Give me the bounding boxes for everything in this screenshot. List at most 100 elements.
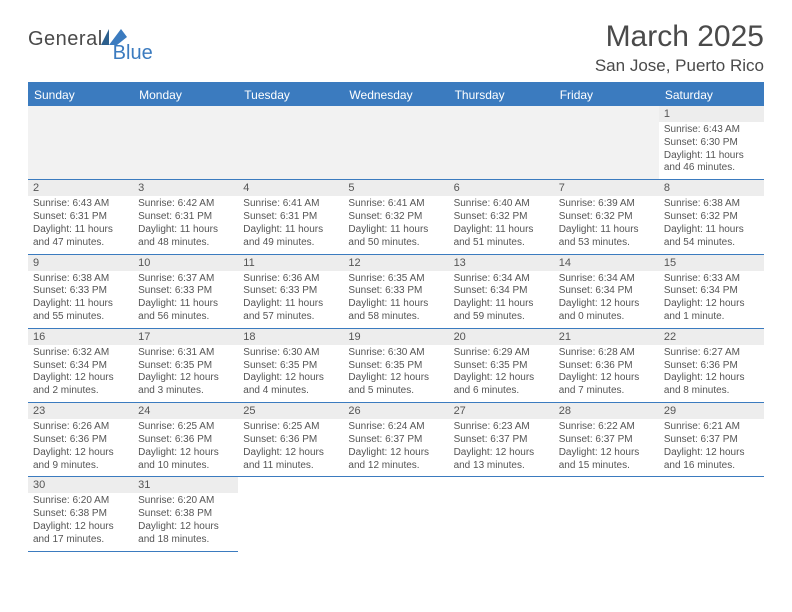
day-header: Wednesday bbox=[343, 84, 448, 106]
day-cell: 22Sunrise: 6:27 AMSunset: 6:36 PMDayligh… bbox=[659, 329, 764, 403]
sunset-line: Sunset: 6:34 PM bbox=[454, 285, 549, 298]
sunrise-line: Sunrise: 6:24 AM bbox=[348, 421, 443, 434]
sunset-line: Sunset: 6:37 PM bbox=[559, 434, 654, 447]
sunrise-line: Sunrise: 6:32 AM bbox=[33, 347, 128, 360]
sunrise-line: Sunrise: 6:41 AM bbox=[243, 198, 338, 211]
day-number: 13 bbox=[449, 255, 554, 271]
daylight-line: Daylight: 12 hours and 15 minutes. bbox=[559, 447, 654, 473]
sunrise-line: Sunrise: 6:38 AM bbox=[33, 273, 128, 286]
day-cell: 13 Sunrise: 6:34 AMSunset: 6:34 PMDayligh… bbox=[449, 255, 554, 329]
sunrise-line: Sunrise: 6:27 AM bbox=[664, 347, 759, 360]
day-header: Thursday bbox=[449, 84, 554, 106]
sunset-line: Sunset: 6:38 PM bbox=[33, 508, 128, 521]
day-number: 15 bbox=[659, 255, 764, 271]
sunrise-line: Sunrise: 6:41 AM bbox=[348, 198, 443, 211]
sunset-line: Sunset: 6:31 PM bbox=[138, 211, 233, 224]
daylight-line: Daylight: 11 hours and 46 minutes. bbox=[664, 150, 759, 176]
sunrise-line: Sunrise: 6:31 AM bbox=[138, 347, 233, 360]
title-block: March 2025 San Jose, Puerto Rico bbox=[595, 20, 764, 76]
daylight-line: Daylight: 12 hours and 11 minutes. bbox=[243, 447, 338, 473]
day-cell: 26 Sunrise: 6:24 AMSunset: 6:37 PMDayligh… bbox=[343, 403, 448, 477]
day-cell: 17 Sunrise: 6:31 AMSunset: 6:35 PMDayligh… bbox=[133, 329, 238, 403]
day-cell: 12Sunrise: 6:35 AMSunset: 6:33 PMDayligh… bbox=[343, 255, 448, 329]
month-title: March 2025 bbox=[595, 20, 764, 54]
daylight-line: Daylight: 11 hours and 59 minutes. bbox=[454, 298, 549, 324]
day-number: 17 bbox=[133, 329, 238, 345]
sunrise-line: Sunrise: 6:34 AM bbox=[559, 273, 654, 286]
day-cell: 30Sunrise: 6:20 AMSunset: 6:38 PMDayligh… bbox=[28, 477, 133, 551]
daylight-line: Daylight: 11 hours and 49 minutes. bbox=[243, 224, 338, 250]
day-number: 31 bbox=[133, 477, 238, 493]
empty-cell bbox=[659, 477, 764, 551]
day-number: 7 bbox=[554, 180, 659, 196]
daylight-line: Daylight: 11 hours and 51 minutes. bbox=[454, 224, 549, 250]
header: General Blue March 2025 San Jose, Puerto… bbox=[28, 20, 764, 76]
day-number: 8 bbox=[659, 180, 764, 196]
sunset-line: Sunset: 6:30 PM bbox=[664, 137, 759, 150]
daylight-line: Daylight: 11 hours and 48 minutes. bbox=[138, 224, 233, 250]
day-cell: 15Sunrise: 6:33 AMSunset: 6:34 PMDayligh… bbox=[659, 255, 764, 329]
day-cell: 21Sunrise: 6:28 AMSunset: 6:36 PMDayligh… bbox=[554, 329, 659, 403]
sunrise-line: Sunrise: 6:34 AM bbox=[454, 273, 549, 286]
day-number: 10 bbox=[133, 255, 238, 271]
sunset-line: Sunset: 6:34 PM bbox=[664, 285, 759, 298]
logo-text-blue: Blue bbox=[113, 42, 153, 65]
sunset-line: Sunset: 6:33 PM bbox=[138, 285, 233, 298]
daylight-line: Daylight: 12 hours and 9 minutes. bbox=[33, 447, 128, 473]
calendar-grid: SundayMondayTuesdayWednesdayThursdayFrid… bbox=[28, 82, 764, 552]
sunrise-line: Sunrise: 6:23 AM bbox=[454, 421, 549, 434]
sunset-line: Sunset: 6:31 PM bbox=[243, 211, 338, 224]
daylight-line: Daylight: 12 hours and 0 minutes. bbox=[559, 298, 654, 324]
day-number: 20 bbox=[449, 329, 554, 345]
day-number: 1 bbox=[659, 106, 764, 122]
day-cell: 9Sunrise: 6:38 AMSunset: 6:33 PMDaylight… bbox=[28, 255, 133, 329]
sunset-line: Sunset: 6:37 PM bbox=[454, 434, 549, 447]
day-cell: 19Sunrise: 6:30 AMSunset: 6:35 PMDayligh… bbox=[343, 329, 448, 403]
day-cell: 18Sunrise: 6:30 AMSunset: 6:35 PMDayligh… bbox=[238, 329, 343, 403]
day-number: 30 bbox=[28, 477, 133, 493]
empty-cell bbox=[343, 106, 448, 180]
empty-cell bbox=[449, 477, 554, 551]
day-number: 9 bbox=[28, 255, 133, 271]
day-number: 12 bbox=[343, 255, 448, 271]
daylight-line: Daylight: 12 hours and 12 minutes. bbox=[348, 447, 443, 473]
daylight-line: Daylight: 12 hours and 7 minutes. bbox=[559, 372, 654, 398]
daylight-line: Daylight: 12 hours and 3 minutes. bbox=[138, 372, 233, 398]
sunset-line: Sunset: 6:35 PM bbox=[138, 360, 233, 373]
daylight-line: Daylight: 12 hours and 5 minutes. bbox=[348, 372, 443, 398]
sunrise-line: Sunrise: 6:37 AM bbox=[138, 273, 233, 286]
day-number: 2 bbox=[28, 180, 133, 196]
day-cell: 27Sunrise: 6:23 AMSunset: 6:37 PMDayligh… bbox=[449, 403, 554, 477]
empty-cell bbox=[343, 477, 448, 551]
sunrise-line: Sunrise: 6:38 AM bbox=[664, 198, 759, 211]
day-cell: 10 Sunrise: 6:37 AMSunset: 6:33 PMDayligh… bbox=[133, 255, 238, 329]
daylight-line: Daylight: 12 hours and 2 minutes. bbox=[33, 372, 128, 398]
sunset-line: Sunset: 6:32 PM bbox=[454, 211, 549, 224]
daylight-line: Daylight: 11 hours and 57 minutes. bbox=[243, 298, 338, 324]
empty-cell bbox=[554, 106, 659, 180]
empty-cell bbox=[449, 106, 554, 180]
day-number: 14 bbox=[554, 255, 659, 271]
day-cell: 20Sunrise: 6:29 AMSunset: 6:35 PMDayligh… bbox=[449, 329, 554, 403]
day-number: 16 bbox=[28, 329, 133, 345]
sunrise-line: Sunrise: 6:28 AM bbox=[559, 347, 654, 360]
sunset-line: Sunset: 6:31 PM bbox=[33, 211, 128, 224]
day-number: 24 bbox=[133, 403, 238, 419]
day-number: 19 bbox=[343, 329, 448, 345]
day-number: 26 bbox=[343, 403, 448, 419]
sunset-line: Sunset: 6:35 PM bbox=[454, 360, 549, 373]
sunrise-line: Sunrise: 6:21 AM bbox=[664, 421, 759, 434]
daylight-line: Daylight: 12 hours and 18 minutes. bbox=[138, 521, 233, 547]
daylight-line: Daylight: 12 hours and 1 minute. bbox=[664, 298, 759, 324]
day-cell: 3Sunrise: 6:42 AMSunset: 6:31 PMDaylight… bbox=[133, 180, 238, 254]
sunrise-line: Sunrise: 6:42 AM bbox=[138, 198, 233, 211]
empty-cell bbox=[28, 106, 133, 180]
day-cell: 23Sunrise: 6:26 AMSunset: 6:36 PMDayligh… bbox=[28, 403, 133, 477]
empty-cell bbox=[238, 477, 343, 551]
day-number: 6 bbox=[449, 180, 554, 196]
sunrise-line: Sunrise: 6:25 AM bbox=[138, 421, 233, 434]
day-cell: 2Sunrise: 6:43 AMSunset: 6:31 PMDaylight… bbox=[28, 180, 133, 254]
daylight-line: Daylight: 11 hours and 56 minutes. bbox=[138, 298, 233, 324]
sunrise-line: Sunrise: 6:43 AM bbox=[664, 124, 759, 137]
sunset-line: Sunset: 6:37 PM bbox=[348, 434, 443, 447]
